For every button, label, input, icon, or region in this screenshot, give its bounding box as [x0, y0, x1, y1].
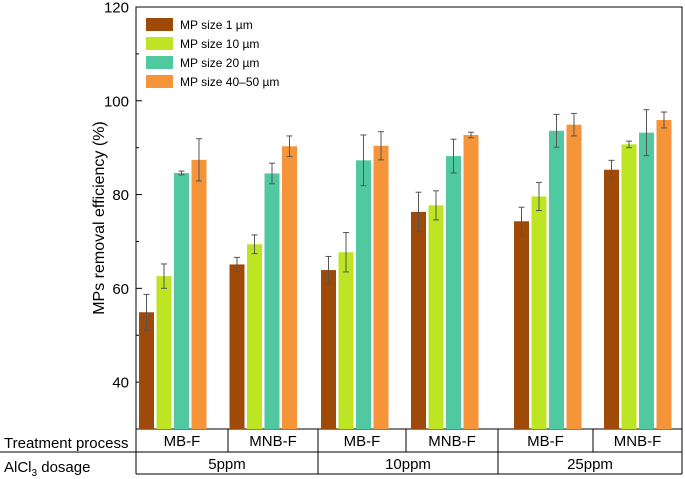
legend-label: MP size 20 µm: [180, 56, 259, 70]
plot-frame: [135, 6, 683, 430]
bar: [191, 159, 207, 429]
y-tick-label: 80: [112, 187, 129, 204]
dosage-group-label: 10ppm: [385, 456, 431, 473]
bar: [428, 205, 444, 429]
bar: [338, 252, 354, 429]
dosage-group-label: 25ppm: [567, 456, 613, 473]
y-tick-label: 40: [112, 375, 129, 392]
bar: [411, 211, 426, 429]
bar: [656, 120, 672, 429]
bar: [229, 264, 245, 429]
category-label: MB-F: [527, 433, 564, 450]
bar: [156, 276, 172, 429]
bar: [549, 130, 564, 429]
y-tick-label: 100: [104, 93, 129, 110]
bar: [373, 145, 389, 429]
category-label: MB-F: [164, 433, 201, 450]
bar: [247, 244, 262, 429]
treatment-process-label: Treatment process: [4, 435, 129, 452]
legend-swatch: [146, 18, 173, 31]
legend-label: MP size 10 µm: [180, 37, 259, 51]
bar: [356, 160, 371, 429]
y-axis-label: MPs removal efficiency (%): [91, 121, 108, 315]
bar: [174, 172, 189, 429]
bar: [621, 144, 637, 429]
y-tick-label: 60: [112, 281, 129, 298]
bar: [139, 312, 154, 429]
bar: [514, 221, 529, 429]
dosage-label: AlCl3 dosage: [4, 459, 91, 479]
bar: [264, 173, 280, 429]
y-tick-label: 120: [104, 0, 129, 17]
bar: [321, 270, 336, 429]
legend-label: MP size 1 µm: [180, 18, 253, 32]
category-label: MNB-F: [249, 433, 297, 450]
category-label: MB-F: [344, 433, 381, 450]
bar: [463, 135, 479, 430]
legend-swatch: [146, 56, 173, 69]
bar: [639, 132, 654, 429]
category-label: MNB-F: [614, 433, 662, 450]
bar: [604, 169, 619, 429]
bar: [446, 156, 461, 429]
bar: [566, 124, 582, 430]
dosage-group-label: 5ppm: [208, 456, 246, 473]
category-label: MNB-F: [428, 433, 476, 450]
bar: [282, 146, 297, 429]
legend-swatch: [146, 37, 173, 50]
legend-label: MP size 40–50 µm: [180, 75, 279, 89]
bar: [531, 196, 547, 429]
legend-swatch: [146, 75, 173, 88]
